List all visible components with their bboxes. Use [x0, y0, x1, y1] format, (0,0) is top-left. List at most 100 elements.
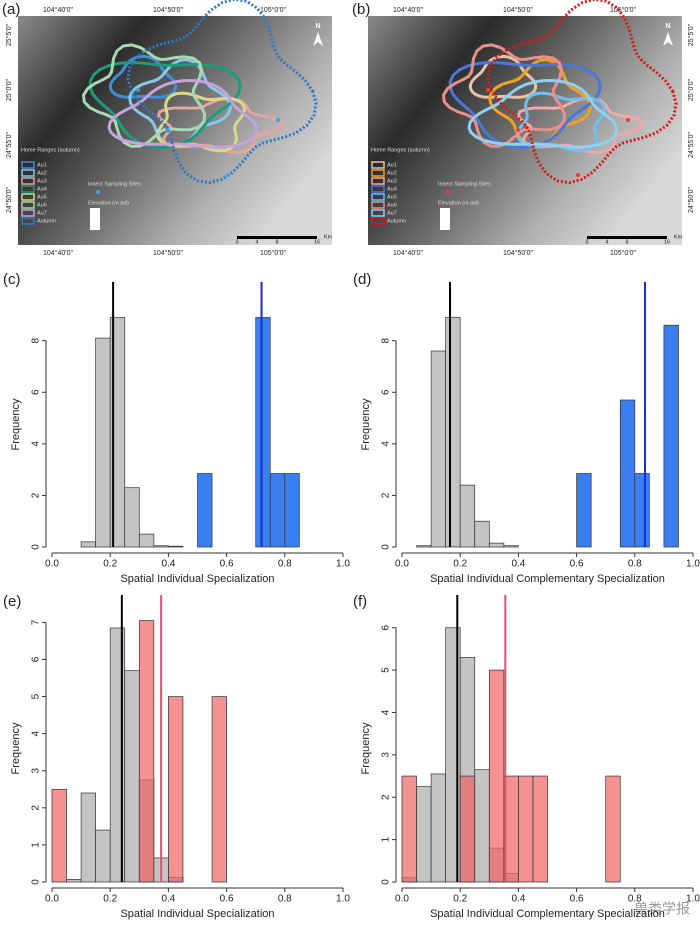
y-tick-label: 2	[381, 794, 392, 800]
legend-label: Au5	[387, 194, 397, 200]
elevation-label: Elevation (m asl)	[88, 200, 129, 206]
y-tick-label: 0	[31, 544, 42, 550]
north: N	[315, 23, 320, 30]
home-range	[441, 43, 567, 148]
legend-swatch	[21, 177, 35, 185]
x-tick-label: 0.6	[570, 559, 584, 570]
x-tick-label: 0.4	[161, 559, 175, 570]
home-range	[468, 54, 538, 99]
y-axis-label: Frequency	[360, 398, 372, 450]
x-tick-label: 0.0	[45, 559, 59, 570]
x-tick-label: 0.6	[220, 559, 234, 570]
y-tick-label: 7	[31, 619, 42, 625]
legend-swatch	[371, 217, 385, 225]
histogram-bar	[474, 769, 490, 883]
legend-title: Home Ranges (autumn)	[21, 147, 80, 153]
x-tick-label: 0.0	[395, 894, 409, 905]
legend-label: Au7	[387, 210, 397, 216]
legend-swatch	[371, 193, 385, 201]
x-tick-label: 0.0	[395, 559, 409, 570]
histogram-bar	[124, 487, 140, 548]
home-range	[448, 61, 602, 149]
histogram-bar	[663, 324, 679, 548]
histogram-bar	[211, 696, 227, 883]
legend-swatch	[21, 193, 35, 201]
sampling-site	[276, 118, 280, 122]
x-tick-label: 1.0	[686, 559, 700, 570]
legend-swatch	[371, 161, 385, 169]
y-tick-label: 2	[381, 492, 392, 498]
legend-label: Au7	[37, 210, 47, 216]
histogram-bar	[138, 533, 155, 548]
lon-label: 104°40'0"	[43, 6, 73, 14]
x-tick-label: 1.0	[336, 894, 350, 905]
histogram-bar	[168, 545, 184, 548]
lat-label: 25°5'0"	[5, 23, 13, 46]
sampling-site	[626, 118, 630, 122]
legend-label: Au1	[37, 162, 47, 168]
lat-label: 24°50'0"	[687, 186, 695, 213]
legend-label: Au2	[387, 170, 397, 176]
y-tick-label: 5	[381, 667, 392, 673]
legend-label: Au4	[37, 186, 47, 192]
panel-label: (f)	[353, 593, 367, 610]
home-range	[516, 96, 644, 154]
lat-label: 24°55'0"	[687, 131, 695, 158]
y-tick-label: 4	[381, 709, 392, 715]
histogram-bar	[197, 473, 213, 548]
y-tick-label: 4	[31, 730, 42, 736]
y-tick-label: 8	[381, 337, 392, 343]
home-range	[467, 78, 619, 149]
legend-label: Au6	[37, 202, 47, 208]
legend-swatch	[371, 169, 385, 177]
elevation-bar	[440, 208, 450, 230]
scale-bar	[237, 236, 317, 239]
x-tick-label: 1.0	[336, 559, 350, 570]
y-tick-label: 5	[31, 693, 42, 699]
scale-label: 16	[314, 239, 320, 245]
y-axis-label: Frequency	[10, 722, 22, 774]
y-tick-label: 0	[31, 879, 42, 885]
histogram-bar	[80, 792, 96, 883]
legend-label: Au3	[37, 178, 47, 184]
histogram-bar	[430, 773, 447, 883]
lon-label: 105°0'0"	[610, 6, 637, 14]
panel-label: (e)	[3, 593, 21, 610]
histogram-bar	[51, 788, 67, 883]
lon-label: 104°40'0"	[393, 249, 423, 257]
lat-label: 25°0'0"	[687, 78, 695, 101]
home-range	[107, 78, 259, 149]
histogram-bar	[459, 484, 476, 548]
histogram-bar	[416, 545, 432, 548]
histogram-bar	[430, 350, 447, 548]
histogram-bar	[269, 473, 286, 548]
x-tick-label: 0.4	[511, 894, 525, 905]
legend-label: Au2	[37, 170, 47, 176]
panel-label: (c)	[3, 271, 21, 288]
legend-swatch	[21, 201, 35, 209]
legend-swatch	[21, 209, 35, 217]
y-axis-label: Frequency	[10, 398, 22, 450]
home-range	[126, 0, 318, 185]
histogram-bar	[95, 829, 111, 883]
legend-swatch	[371, 177, 385, 185]
x-tick-label: 0.8	[628, 894, 642, 905]
y-tick-label: 2	[31, 805, 42, 811]
y-tick-label: 2	[31, 492, 42, 498]
lat-label: 25°0'0"	[5, 78, 13, 101]
histogram-bar	[619, 399, 636, 548]
y-tick-label: 0	[381, 879, 392, 885]
legend-label: Au3	[387, 178, 397, 184]
histogram-bar	[255, 317, 271, 548]
scale-label: 8	[275, 239, 278, 245]
histogram-bar	[474, 520, 490, 548]
legend-label: Au1	[387, 162, 397, 168]
lon-label: 104°50'0"	[153, 6, 183, 14]
legend-label: Au6	[387, 202, 397, 208]
histogram-bar	[66, 879, 82, 883]
y-tick-label: 3	[31, 768, 42, 774]
sampling-label: Insect Sampling Sites	[438, 181, 491, 187]
y-axis-label: Frequency	[360, 722, 372, 774]
home-range	[486, 0, 678, 185]
histogram-bar	[153, 545, 169, 548]
